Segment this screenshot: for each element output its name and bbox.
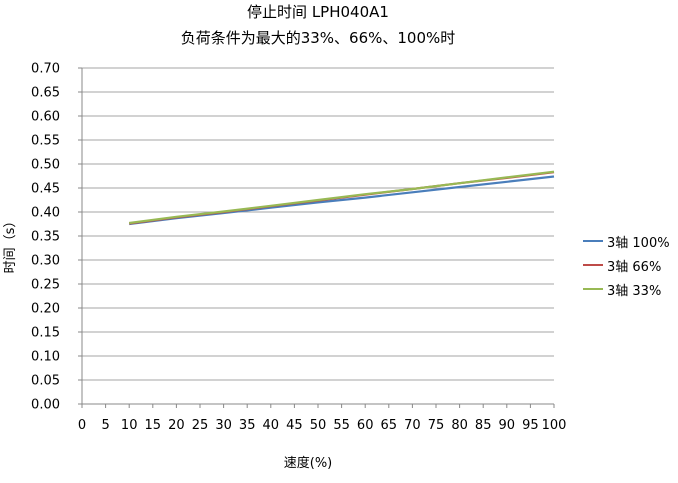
x-tick-label-12: 60 <box>357 418 374 433</box>
chart-title: 停止时间 LPH040A1 <box>247 3 389 21</box>
y-tick-label-5: 0.25 <box>31 278 60 293</box>
y-tick-label-12: 0.60 <box>31 110 60 125</box>
x-axis-label: 速度(%) <box>284 455 333 471</box>
y-tick-labels: 0.00 0.05 0.10 0.15 0.20 0.25 0.30 0.35 0.40 0.45… <box>31 62 60 413</box>
series-lines <box>129 170 555 226</box>
axes <box>78 67 555 408</box>
x-tick-label-10: 50 <box>310 418 327 433</box>
x-tick-label-18: 90 <box>499 418 516 433</box>
x-tick-label-14: 70 <box>404 418 421 433</box>
x-tick-label-0: 0 <box>78 418 86 433</box>
y-tick-label-9: 0.45 <box>31 182 60 197</box>
y-tick-label-7: 0.35 <box>31 230 60 245</box>
chart-subtitle: 负荷条件为最大的33%、66%、100%时 <box>180 29 456 47</box>
legend-label-series-3: 3轴 33% <box>607 283 662 299</box>
x-tick-label-11: 55 <box>333 418 350 433</box>
y-tick-label-6: 0.30 <box>31 254 60 269</box>
y-tick-label-14: 0.70 <box>31 62 60 77</box>
series-line-3 <box>129 170 555 225</box>
x-tick-label-9: 45 <box>286 418 303 433</box>
x-tick-label-3: 15 <box>145 418 162 433</box>
x-tick-label-2: 10 <box>121 418 138 433</box>
y-tick-label-2: 0.10 <box>31 350 60 365</box>
x-tick-labels: 0 5 10 15 20 25 30 35 40 45 50 55 60 65 70 75 80 85 90 95 10… <box>78 418 567 433</box>
y-tick-label-4: 0.20 <box>31 302 60 317</box>
y-tick-label-11: 0.55 <box>31 134 60 149</box>
y-tick-label-13: 0.65 <box>31 86 60 101</box>
x-tick-label-6: 30 <box>215 418 232 433</box>
y-axis-label: 时间（s） <box>3 215 18 274</box>
x-tick-label-4: 20 <box>168 418 185 433</box>
x-tick-label-19: 95 <box>522 418 539 433</box>
gridlines <box>82 67 554 381</box>
y-tick-label-8: 0.40 <box>31 206 60 221</box>
legend-item-series-2: 3轴 66% <box>583 253 670 277</box>
x-tick-label-15: 75 <box>428 418 445 433</box>
x-tick-label-5: 25 <box>192 418 209 433</box>
x-tick-label-13: 65 <box>381 418 398 433</box>
x-tick-label-7: 35 <box>239 418 256 433</box>
legend-label-series-2: 3轴 66% <box>607 259 662 275</box>
legend-item-series-3: 3轴 33% <box>583 277 670 301</box>
y-tick-label-10: 0.50 <box>31 158 60 173</box>
x-tick-label-8: 40 <box>263 418 280 433</box>
x-tick-label-20: 100 <box>542 418 567 433</box>
legend-swatch-series-1 <box>583 240 603 242</box>
legend-swatch-series-2 <box>583 264 603 266</box>
series-line-1 <box>129 175 555 226</box>
legend-label-series-1: 3轴 100% <box>607 235 670 251</box>
x-tick-label-17: 85 <box>475 418 492 433</box>
y-tick-label-3: 0.15 <box>31 326 60 341</box>
y-tick-label-0: 0.00 <box>31 398 60 413</box>
y-tick-label-1: 0.05 <box>31 374 60 389</box>
legend-item-series-1: 3轴 100% <box>583 229 670 253</box>
x-tick-label-1: 5 <box>101 418 109 433</box>
legend: 3轴 100% 3轴 66% 3轴 33% <box>583 229 670 301</box>
x-tick-label-16: 80 <box>451 418 468 433</box>
legend-swatch-series-3 <box>583 288 603 290</box>
